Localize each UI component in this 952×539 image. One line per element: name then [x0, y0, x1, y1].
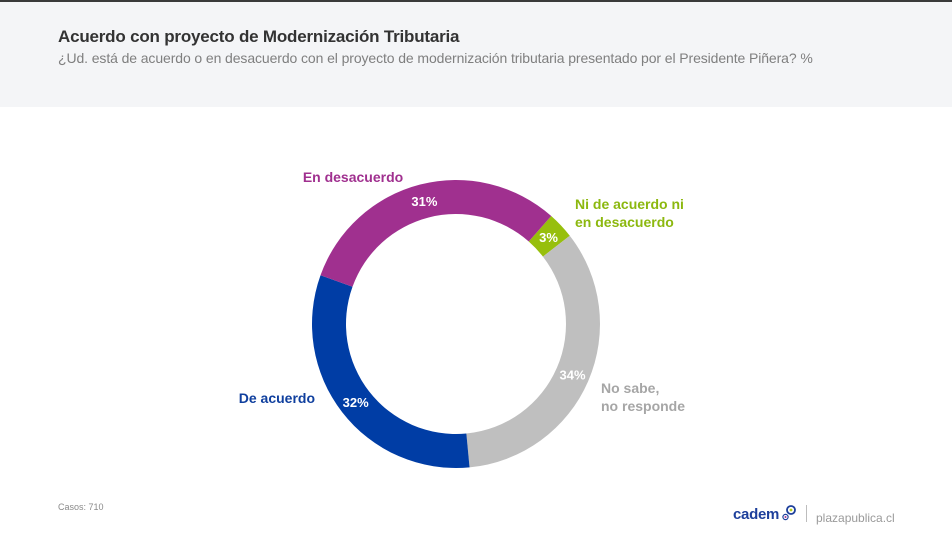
slice-nsnr: [466, 235, 601, 468]
slice-acuerdo: [312, 275, 470, 469]
brand-logo-text: cadem: [733, 506, 780, 523]
category-label-acuerdo: De acuerdo: [239, 390, 315, 406]
value-label-desacuerdo: 31%: [411, 194, 437, 209]
footer-separator: [806, 505, 807, 522]
site-link[interactable]: plazapublica.cl: [816, 511, 895, 525]
chart-subtitle: ¿Ud. está de acuerdo o en desacuerdo con…: [58, 50, 813, 66]
top-border: [0, 0, 952, 2]
value-label-ni: 3%: [539, 230, 558, 245]
chart-title: Acuerdo con proyecto de Modernización Tr…: [58, 27, 460, 46]
category-label-ni: Ni de acuerdo ni en desacuerdo: [575, 196, 684, 230]
category-label-nsnr: No sabe, no responde: [601, 380, 685, 414]
sample-size: Casos: 710: [58, 502, 104, 512]
category-label-desacuerdo: En desacuerdo: [303, 169, 403, 185]
header-band: Acuerdo con proyecto de Modernización Tr…: [0, 2, 952, 107]
slice-desacuerdo: [320, 180, 552, 287]
slice-ni: [528, 215, 570, 257]
value-label-nsnr: 34%: [560, 367, 586, 382]
value-label-acuerdo: 32%: [343, 395, 369, 410]
brand-logo-icon: [782, 505, 796, 521]
